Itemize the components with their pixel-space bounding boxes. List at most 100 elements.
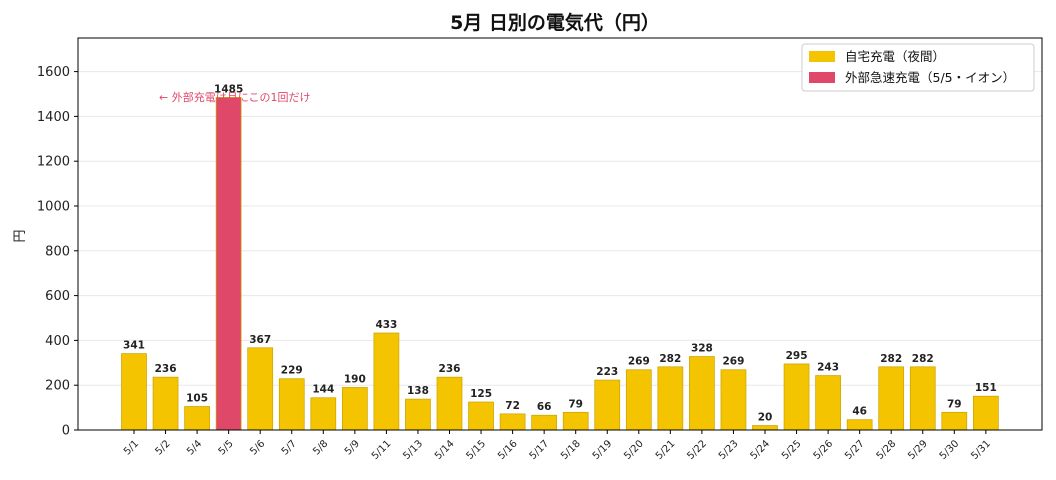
x-tick-label: 5/2: [154, 438, 173, 457]
x-tick-label: 5/30: [938, 438, 962, 462]
bar-5-29: [909, 366, 936, 431]
bar-5-9: [342, 387, 368, 431]
data-label: 190: [344, 373, 366, 385]
bar-5-14: [436, 376, 463, 431]
data-label: 295: [786, 350, 808, 362]
data-label: 433: [375, 319, 397, 331]
bar-5-22: [689, 356, 715, 431]
x-tick-label: 5/24: [748, 438, 772, 462]
x-tick-label: 5/11: [370, 438, 394, 462]
y-tick-label: 800: [45, 244, 70, 259]
bar-5-4: [184, 406, 210, 431]
x-tick-label: 5/16: [496, 438, 520, 462]
x-tick-label: 5/9: [343, 438, 362, 457]
x-tick-label: 5/21: [654, 438, 678, 462]
legend-box: [801, 43, 1035, 92]
x-tick-label: 5/28: [875, 438, 899, 462]
y-tick-label: 600: [45, 289, 70, 304]
y-tick-label: 0: [62, 424, 70, 439]
y-tick-label: 400: [45, 334, 70, 349]
x-tick-label: 5/8: [311, 438, 330, 457]
bar-5-16: [499, 413, 526, 431]
bars: [121, 97, 999, 431]
bar-5-11: [373, 332, 400, 431]
x-tick-label: 5/25: [780, 438, 804, 462]
data-label: 125: [470, 388, 492, 400]
bar-5-20: [625, 369, 652, 431]
bar-5-6: [247, 347, 274, 431]
x-axis-ticks: 5/1 5/2 5/4 5/5 5/6 5/7 5/8 5/9 5/11 5/13 5/14 5/15…: [122, 430, 993, 462]
x-tick-label: 5/1: [122, 438, 141, 457]
bar-5-8: [310, 397, 337, 431]
data-label: 151: [975, 382, 997, 394]
y-axis-ticks: 0 200 400 600 800 1000 1200 1400 1600: [37, 65, 78, 439]
x-tick-label: 5/14: [433, 438, 457, 462]
data-label: 20: [758, 412, 773, 424]
x-tick-label: 5/22: [685, 438, 709, 462]
data-label: 282: [912, 353, 934, 365]
plot-frame: [77, 37, 1043, 431]
x-tick-label: 5/26: [812, 438, 836, 462]
x-tick-label: 5/20: [622, 438, 646, 462]
annotation-text: ← 外部充電は月にこの1回だけ: [159, 90, 311, 104]
data-label: 1485: [214, 83, 243, 95]
x-tick-label: 5/18: [559, 438, 583, 462]
data-label: 269: [628, 356, 650, 368]
y-tick-label: 1600: [37, 65, 70, 80]
legend-swatch-home: [809, 51, 835, 62]
bar-5-21: [657, 366, 684, 431]
x-tick-label: 5/15: [465, 438, 489, 462]
bar-5-13: [405, 398, 431, 431]
legend-label-external: 外部急速充電（5/5・イオン）: [845, 70, 1015, 85]
legend-label-home: 自宅充電（夜間）: [845, 49, 945, 64]
bar-5-26: [815, 375, 841, 431]
x-tick-label: 5/13: [401, 438, 425, 462]
bar-5-17: [531, 414, 558, 431]
y-tick-label: 1200: [37, 155, 70, 170]
y-tick-label: 200: [45, 379, 70, 394]
bar-5-7: [278, 378, 305, 431]
data-label: 236: [439, 363, 461, 375]
data-label: 138: [407, 385, 429, 397]
bar-5-2: [152, 376, 179, 431]
data-label: 66: [537, 401, 552, 413]
bar-5-24: [752, 425, 778, 431]
bar-5-25: [783, 363, 810, 431]
bar-5-27: [846, 419, 873, 431]
data-label: 269: [722, 356, 744, 368]
data-label: 144: [312, 384, 334, 396]
data-label: 46: [852, 406, 867, 418]
legend: 自宅充電（夜間） 外部急速充電（5/5・イオン）: [801, 43, 1035, 92]
y-axis-label: 円: [13, 229, 28, 242]
x-tick-label: 5/29: [906, 438, 930, 462]
x-tick-label: 5/6: [248, 438, 267, 457]
y-tick-label: 1400: [37, 110, 70, 125]
data-label: 223: [596, 366, 618, 378]
x-tick-label: 5/17: [528, 438, 552, 462]
bar-5-1: [121, 353, 147, 431]
y-tick-label: 1000: [37, 200, 70, 215]
data-label: 236: [155, 363, 177, 375]
data-label: 243: [817, 362, 839, 374]
x-tick-label: 5/7: [280, 438, 299, 457]
bar-5-15: [468, 401, 494, 431]
bar-5-18: [562, 411, 589, 431]
bar-5-19: [594, 379, 621, 431]
data-label: 229: [281, 365, 303, 377]
bar-5-31: [972, 395, 999, 431]
bar-5-28: [878, 366, 905, 431]
data-label: 282: [659, 353, 681, 365]
x-tick-label: 5/23: [717, 438, 741, 462]
x-tick-label: 5/4: [185, 438, 204, 457]
data-labels: 341 236 105 1485 367 229 144 190 433 138 236 125 72 6…: [123, 83, 997, 423]
x-tick-label: 5/27: [843, 438, 867, 462]
data-label: 367: [249, 334, 271, 346]
data-label: 79: [568, 398, 583, 410]
x-tick-label: 5/19: [591, 438, 615, 462]
data-label: 282: [880, 353, 902, 365]
legend-swatch-external: [809, 72, 835, 83]
x-tick-label: 5/31: [969, 438, 993, 462]
data-label: 79: [947, 398, 962, 410]
x-tick-label: 5/5: [217, 438, 236, 457]
